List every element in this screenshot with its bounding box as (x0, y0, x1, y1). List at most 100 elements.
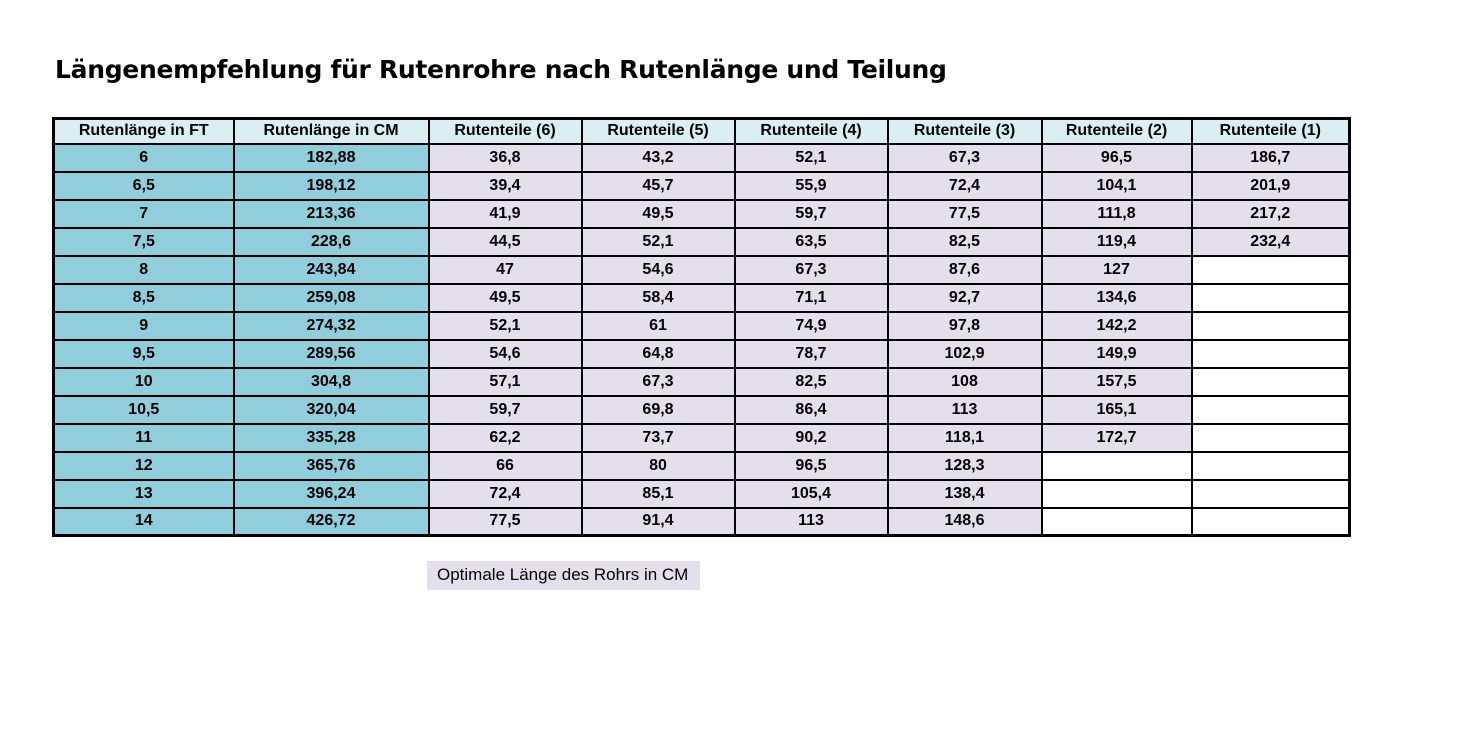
rod-length-cell: 14 (52, 506, 235, 537)
tube-length-cell: 86,4 (733, 394, 889, 425)
tube-length-cell: 59,7 (733, 198, 889, 229)
tube-length-cell: 90,2 (733, 422, 889, 453)
rod-length-cell: 7,5 (52, 226, 235, 257)
empty-cell (1040, 450, 1193, 481)
empty-cell (1190, 338, 1351, 369)
empty-cell (1190, 450, 1351, 481)
tube-length-cell: 105,4 (733, 478, 889, 509)
tube-length-cell: 36,8 (427, 142, 583, 173)
tube-length-cell: 43,2 (580, 142, 736, 173)
tube-length-cell: 157,5 (1040, 366, 1193, 397)
tube-length-cell: 128,3 (886, 450, 1043, 481)
tube-length-cell: 82,5 (733, 366, 889, 397)
tube-length-cell: 113 (886, 394, 1043, 425)
tube-length-cell: 54,6 (427, 338, 583, 369)
tube-length-cell: 64,8 (580, 338, 736, 369)
table-row: 6 182,88 36,8 43,2 52,1 67,3 96,5 186,7 (52, 142, 1351, 173)
tube-length-cell: 102,9 (886, 338, 1043, 369)
tube-length-cell: 47 (427, 254, 583, 285)
tube-length-cell: 74,9 (733, 310, 889, 341)
table-row: 9,5 289,56 54,6 64,8 78,7 102,9 149,9 (52, 338, 1351, 369)
tube-length-cell: 72,4 (427, 478, 583, 509)
empty-cell (1190, 310, 1351, 341)
tube-length-cell: 149,9 (1040, 338, 1193, 369)
column-header-sections-6: Rutenteile (6) (427, 117, 583, 145)
tube-length-cell: 127 (1040, 254, 1193, 285)
tube-length-cell: 49,5 (580, 198, 736, 229)
rod-length-cell: 304,8 (232, 366, 430, 397)
tube-length-cell: 54,6 (580, 254, 736, 285)
tube-length-cell: 113 (733, 506, 889, 537)
tube-length-cell: 96,5 (733, 450, 889, 481)
tube-length-cell: 52,1 (427, 310, 583, 341)
rod-length-cell: 11 (52, 422, 235, 453)
tube-length-cell: 232,4 (1190, 226, 1351, 257)
tube-length-cell: 186,7 (1190, 142, 1351, 173)
tube-length-cell: 148,6 (886, 506, 1043, 537)
page-title: Längenempfehlung für Rutenrohre nach Rut… (55, 55, 947, 84)
tube-length-cell: 104,1 (1040, 170, 1193, 201)
empty-cell (1190, 422, 1351, 453)
tube-length-cell: 44,5 (427, 226, 583, 257)
rod-length-cell: 10 (52, 366, 235, 397)
rod-length-cell: 320,04 (232, 394, 430, 425)
tube-length-cell: 67,3 (580, 366, 736, 397)
table-row: 7,5 228,6 44,5 52,1 63,5 82,5 119,4 232,4 (52, 226, 1351, 257)
rod-length-cell: 213,36 (232, 198, 430, 229)
empty-cell (1040, 506, 1193, 537)
table-row: 9 274,32 52,1 61 74,9 97,8 142,2 (52, 310, 1351, 341)
empty-cell (1190, 282, 1351, 313)
rod-length-cell: 396,24 (232, 478, 430, 509)
tube-length-cell: 71,1 (733, 282, 889, 313)
table-row: 13 396,24 72,4 85,1 105,4 138,4 (52, 478, 1351, 509)
tube-length-cell: 85,1 (580, 478, 736, 509)
rod-length-cell: 335,28 (232, 422, 430, 453)
table-row: 12 365,76 66 80 96,5 128,3 (52, 450, 1351, 481)
tube-length-cell: 92,7 (886, 282, 1043, 313)
table-row: 7 213,36 41,9 49,5 59,7 77,5 111,8 217,2 (52, 198, 1351, 229)
tube-length-cell: 66 (427, 450, 583, 481)
rod-length-cell: 8 (52, 254, 235, 285)
rod-length-cell: 274,32 (232, 310, 430, 341)
rod-length-cell: 289,56 (232, 338, 430, 369)
table-row: 14 426,72 77,5 91,4 113 148,6 (52, 506, 1351, 537)
empty-cell (1190, 254, 1351, 285)
tube-length-cell: 134,6 (1040, 282, 1193, 313)
tube-length-cell: 172,7 (1040, 422, 1193, 453)
rod-length-cell: 8,5 (52, 282, 235, 313)
rod-length-cell: 9 (52, 310, 235, 341)
tube-length-cell: 77,5 (886, 198, 1043, 229)
tube-length-cell: 57,1 (427, 366, 583, 397)
tube-length-cell: 72,4 (886, 170, 1043, 201)
tube-length-cell: 87,6 (886, 254, 1043, 285)
column-header-sections-2: Rutenteile (2) (1040, 117, 1193, 145)
tube-length-cell: 73,7 (580, 422, 736, 453)
rod-length-cell: 198,12 (232, 170, 430, 201)
header-row: Rutenlänge in FT Rutenlänge in CM Rutent… (52, 117, 1351, 145)
column-header-sections-5: Rutenteile (5) (580, 117, 736, 145)
rod-length-cell: 182,88 (232, 142, 430, 173)
rod-length-cell: 7 (52, 198, 235, 229)
empty-cell (1190, 394, 1351, 425)
legend-label: Optimale Länge des Rohrs in CM (427, 561, 701, 590)
tube-length-cell: 201,9 (1190, 170, 1351, 201)
tube-length-cell: 80 (580, 450, 736, 481)
rod-length-cell: 228,6 (232, 226, 430, 257)
empty-cell (1190, 366, 1351, 397)
tube-length-cell: 82,5 (886, 226, 1043, 257)
tube-length-cell: 59,7 (427, 394, 583, 425)
recommendation-table: Rutenlänge in FT Rutenlänge in CM Rutent… (52, 117, 1351, 537)
tube-length-cell: 91,4 (580, 506, 736, 537)
tube-length-cell: 142,2 (1040, 310, 1193, 341)
table-row: 8 243,84 47 54,6 67,3 87,6 127 (52, 254, 1351, 285)
tube-length-cell: 96,5 (1040, 142, 1193, 173)
tube-length-cell: 217,2 (1190, 198, 1351, 229)
rod-length-cell: 13 (52, 478, 235, 509)
tube-length-cell: 55,9 (733, 170, 889, 201)
rod-length-cell: 6,5 (52, 170, 235, 201)
tube-length-cell: 58,4 (580, 282, 736, 313)
tube-length-cell: 69,8 (580, 394, 736, 425)
tube-length-cell: 52,1 (733, 142, 889, 173)
tube-length-cell: 49,5 (427, 282, 583, 313)
